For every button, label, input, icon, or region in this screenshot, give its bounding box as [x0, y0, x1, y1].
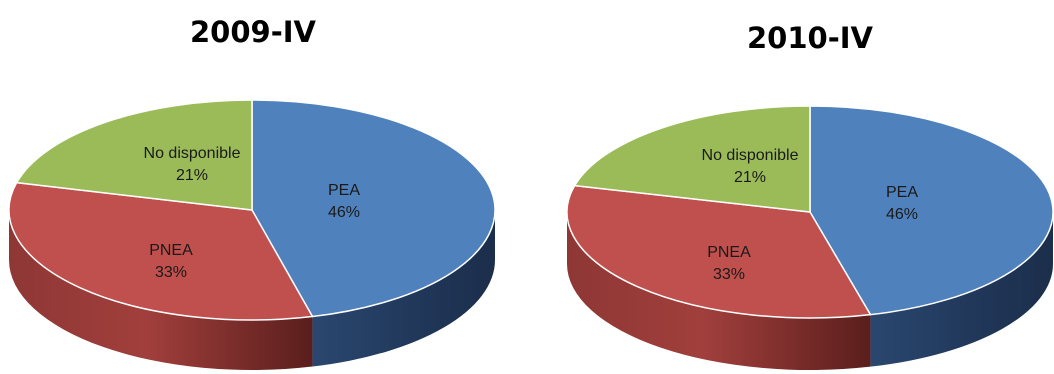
pie-wall-pnea — [567, 212, 871, 371]
pie-side-walls — [567, 212, 1053, 371]
pie-side-walls — [9, 210, 495, 370]
pie-labels: PEA 46% PNEA 33% No disponible 21% — [144, 145, 361, 281]
slice-value-no-disponible: 21% — [734, 169, 766, 186]
slice-label-pnea: PNEA — [149, 242, 193, 259]
slice-value-no-disponible: 21% — [176, 167, 208, 184]
slice-label-no-disponible: No disponible — [702, 147, 799, 164]
slice-value-pea: 46% — [328, 204, 360, 221]
slice-label-no-disponible: No disponible — [144, 145, 241, 162]
slice-label-pea: PEA — [328, 182, 360, 199]
pie-chart-2010-iv: 2010-IV PEA 46% PNEA 33% No disponible 21% — [566, 21, 1054, 371]
pie-slices — [8, 99, 496, 321]
pie-slice-pnea — [566, 184, 872, 319]
pie-slice-pea — [251, 99, 496, 318]
pie-slices — [566, 105, 1054, 319]
pie-wall-pea — [312, 210, 495, 367]
chart-title: 2010-IV — [747, 21, 874, 55]
slice-label-pea: PEA — [886, 184, 918, 201]
pie-wall-pnea — [9, 210, 313, 370]
slice-value-pea: 46% — [886, 206, 918, 223]
pie-wall-pea — [870, 212, 1053, 367]
slice-value-pnea: 33% — [713, 266, 745, 283]
pie-slice-no-disponible — [15, 99, 253, 211]
pie-slice-pea — [809, 105, 1054, 316]
pie-chart-2009-iv: 2009-IV PEA 46% PNEA 33% No disponible 21% — [8, 15, 496, 370]
pie-labels: PEA 46% PNEA 33% No disponible 21% — [702, 147, 919, 283]
pie-slice-pnea — [8, 181, 314, 321]
slice-value-pnea: 33% — [155, 264, 187, 281]
slice-label-pnea: PNEA — [707, 244, 751, 261]
chart-title: 2009-IV — [190, 15, 317, 49]
pie-slice-no-disponible — [573, 105, 811, 213]
